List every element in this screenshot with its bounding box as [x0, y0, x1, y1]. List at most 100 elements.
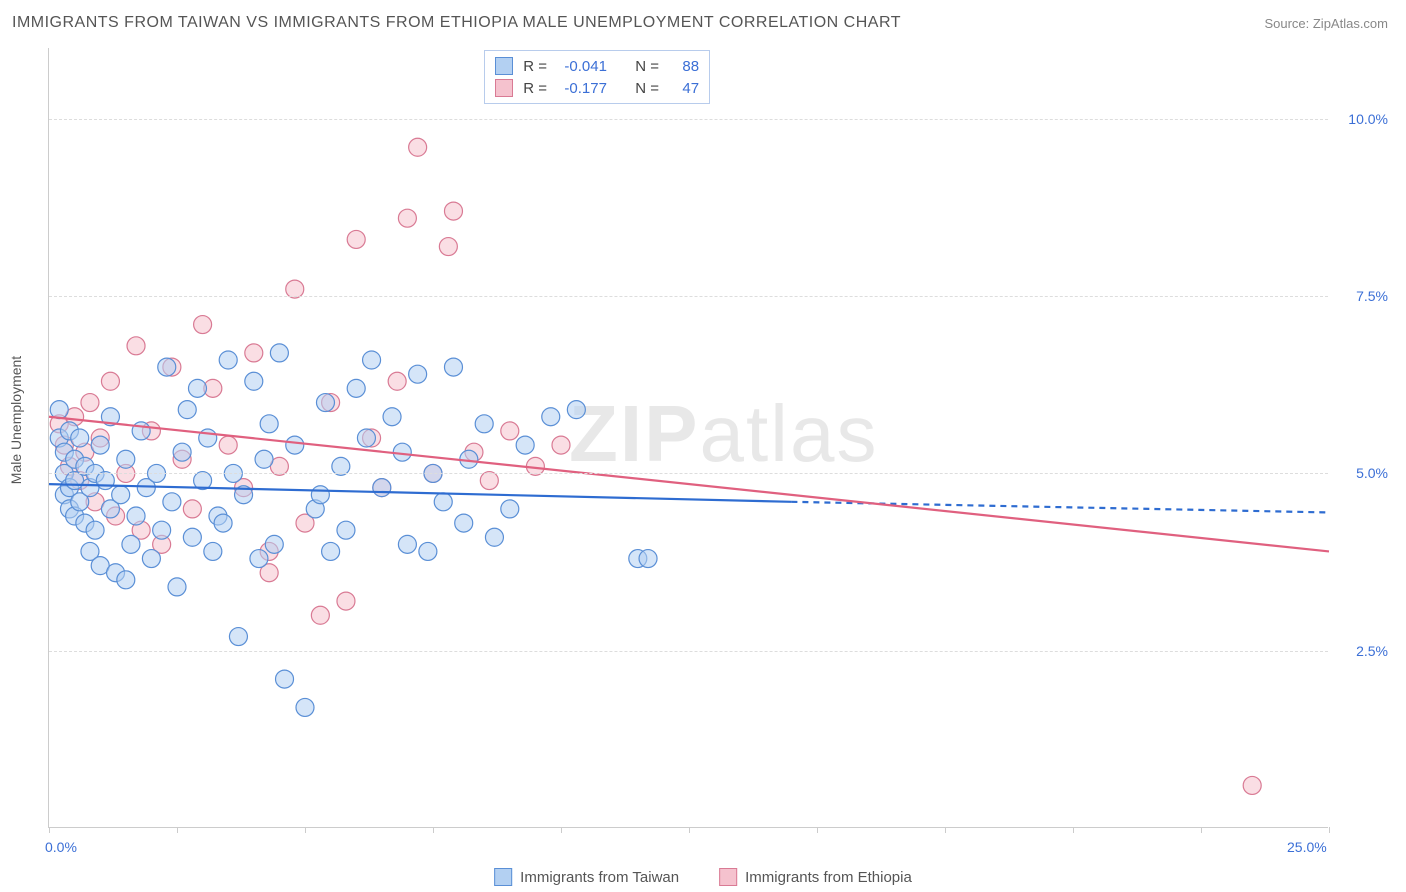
plot-area: ZIPatlas R =-0.041 N =88R =-0.177 N =47 …	[48, 48, 1328, 828]
scatter-point	[357, 429, 375, 447]
scatter-point	[286, 436, 304, 454]
scatter-point	[260, 415, 278, 433]
legend-bottom: Immigrants from Taiwan Immigrants from Et…	[494, 868, 912, 886]
scatter-point	[178, 401, 196, 419]
source-prefix: Source:	[1264, 16, 1312, 31]
legend-swatch	[494, 868, 512, 886]
scatter-point	[127, 507, 145, 525]
y-tick-label: 7.5%	[1338, 288, 1388, 304]
scatter-point	[516, 436, 534, 454]
scatter-point	[71, 429, 89, 447]
legend-item: Immigrants from Ethiopia	[719, 868, 912, 886]
scatter-point	[163, 493, 181, 511]
scatter-point	[639, 550, 657, 568]
scatter-point	[219, 436, 237, 454]
scatter-point	[373, 479, 391, 497]
legend-label: Immigrants from Ethiopia	[745, 869, 912, 886]
scatter-point	[183, 500, 201, 518]
scatter-point	[444, 358, 462, 376]
scatter-point	[204, 542, 222, 560]
x-tick	[945, 827, 946, 833]
scatter-point	[245, 344, 263, 362]
legend-row: R = -0.177 N = 47	[495, 77, 699, 99]
legend-n-label: N =	[635, 80, 659, 97]
legend-n-label: N =	[635, 58, 659, 75]
legend-top: R = -0.041 N = 88 R = -0.177 N = 47	[484, 50, 710, 104]
scatter-point	[337, 592, 355, 610]
legend-r-value: -0.177	[557, 80, 607, 97]
scatter-point	[398, 209, 416, 227]
scatter-point	[183, 528, 201, 546]
scatter-point	[337, 521, 355, 539]
x-tick	[817, 827, 818, 833]
legend-n-value: 88	[669, 58, 699, 75]
scatter-point	[86, 521, 104, 539]
scatter-point	[383, 408, 401, 426]
gridline	[49, 651, 1328, 652]
scatter-point	[501, 500, 519, 518]
scatter-point	[229, 628, 247, 646]
scatter-point	[117, 450, 135, 468]
scatter-point	[316, 394, 334, 412]
scatter-point	[501, 422, 519, 440]
scatter-point	[214, 514, 232, 532]
x-tick-label: 25.0%	[1287, 839, 1327, 855]
scatter-point	[117, 571, 135, 589]
scatter-point	[398, 535, 416, 553]
scatter-point	[173, 443, 191, 461]
legend-row: R = -0.041 N = 88	[495, 55, 699, 77]
legend-r-label: R =	[523, 58, 547, 75]
scatter-point	[194, 316, 212, 334]
y-axis-label: Male Unemployment	[8, 356, 24, 484]
scatter-point	[112, 486, 130, 504]
y-tick-label: 5.0%	[1338, 465, 1388, 481]
legend-r-value: -0.041	[557, 58, 607, 75]
x-tick	[561, 827, 562, 833]
legend-swatch	[719, 868, 737, 886]
scatter-point	[1243, 776, 1261, 794]
x-tick	[177, 827, 178, 833]
scatter-point	[363, 351, 381, 369]
scatter-point	[388, 372, 406, 390]
legend-r-label: R =	[523, 80, 547, 97]
source-value: ZipAtlas.com	[1313, 16, 1388, 31]
scatter-point	[296, 698, 314, 716]
scatter-point	[552, 436, 570, 454]
y-tick-label: 10.0%	[1338, 111, 1388, 127]
gridline	[49, 119, 1328, 120]
legend-swatch	[495, 57, 513, 75]
gridline	[49, 473, 1328, 474]
scatter-point	[81, 394, 99, 412]
scatter-point	[153, 521, 171, 539]
gridline	[49, 296, 1328, 297]
scatter-point	[188, 379, 206, 397]
x-tick	[305, 827, 306, 833]
x-tick	[689, 827, 690, 833]
scatter-point	[219, 351, 237, 369]
legend-label: Immigrants from Taiwan	[520, 869, 679, 886]
scatter-point	[419, 542, 437, 560]
scatter-point	[142, 550, 160, 568]
scatter-point	[434, 493, 452, 511]
x-tick	[433, 827, 434, 833]
scatter-point	[347, 379, 365, 397]
scatter-point	[127, 337, 145, 355]
scatter-point	[122, 535, 140, 553]
legend-item: Immigrants from Taiwan	[494, 868, 679, 886]
scatter-point	[168, 578, 186, 596]
scatter-point	[311, 606, 329, 624]
scatter-point	[91, 436, 109, 454]
trend-line	[49, 484, 791, 502]
scatter-point	[255, 450, 273, 468]
scatter-point	[444, 202, 462, 220]
legend-n-value: 47	[669, 80, 699, 97]
scatter-point	[409, 138, 427, 156]
scatter-point	[439, 238, 457, 256]
scatter-point	[276, 670, 294, 688]
scatter-point	[250, 550, 268, 568]
y-tick-label: 2.5%	[1338, 643, 1388, 659]
x-tick	[49, 827, 50, 833]
scatter-point	[270, 344, 288, 362]
x-tick-label: 0.0%	[45, 839, 77, 855]
scatter-point	[245, 372, 263, 390]
